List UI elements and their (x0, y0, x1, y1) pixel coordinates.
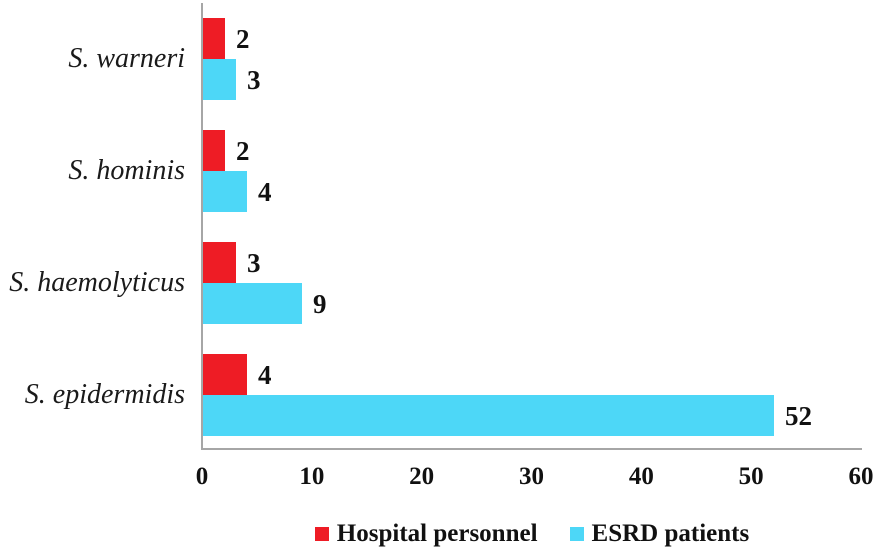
x-tick-label: 50 (738, 463, 764, 490)
bar (203, 18, 225, 59)
legend: Hospital personnel ESRD patients (202, 518, 862, 550)
x-tick-label: 60 (848, 463, 874, 490)
legend-item-esrd-patients: ESRD patients (569, 520, 750, 548)
legend-item-hospital-personnel: Hospital personnel (314, 520, 538, 548)
value-label: 3 (247, 248, 261, 278)
category-label: S. warneri (68, 43, 185, 74)
value-label: 4 (258, 177, 272, 207)
bar (203, 354, 247, 395)
value-label: 3 (247, 65, 261, 95)
y-axis-line (201, 3, 203, 450)
x-axis-line (201, 448, 862, 450)
value-label: 52 (785, 401, 812, 431)
x-tick-label: 40 (628, 463, 654, 490)
value-label: 2 (236, 136, 250, 166)
bar (203, 283, 302, 324)
legend-swatch-esrd-patients (569, 527, 584, 541)
bar (203, 242, 236, 283)
value-label: 4 (258, 360, 272, 390)
category-label: S. haemolyticus (9, 267, 185, 298)
x-tick-label: 20 (409, 463, 435, 490)
category-label: S. hominis (68, 155, 185, 186)
x-tick-label: 30 (519, 463, 544, 490)
bar (203, 171, 247, 212)
bar (203, 59, 236, 100)
x-tick-label: 10 (299, 463, 325, 490)
bar (203, 130, 225, 171)
value-label: 9 (313, 289, 327, 319)
legend-label-hospital-personnel: Hospital personnel (336, 520, 538, 547)
legend-swatch-hospital-personnel (314, 527, 329, 541)
legend-label-esrd-patients: ESRD patients (591, 520, 750, 547)
bar (203, 395, 774, 436)
value-label: 2 (236, 24, 250, 54)
x-tick-label: 0 (195, 463, 209, 490)
category-label: S. epidermidis (24, 379, 185, 410)
